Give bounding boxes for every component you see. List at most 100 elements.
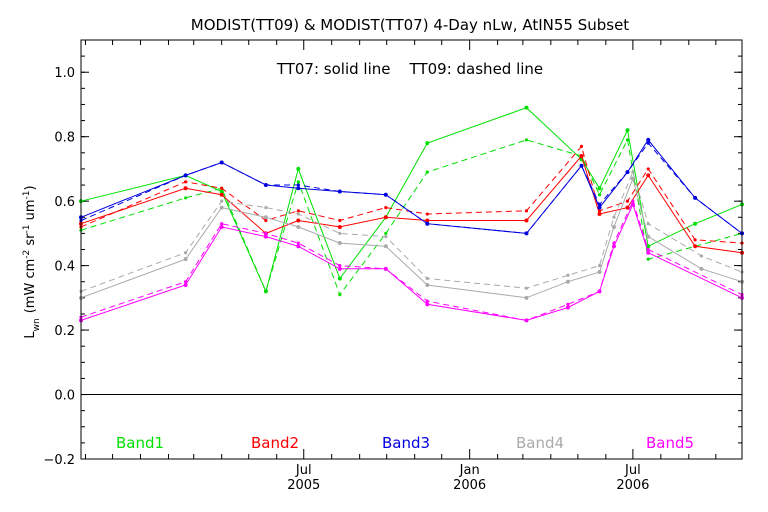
- band4-tt07-point: [646, 234, 651, 239]
- band5-tt09-point: [566, 302, 570, 306]
- band4-tt07-point: [611, 224, 616, 229]
- band3-tt09-point: [338, 189, 342, 194]
- y-tick-label: −0.2: [43, 453, 75, 468]
- band4-tt09-dashed-line: [80, 170, 743, 292]
- band3-tt09-point: [597, 202, 602, 206]
- band1-tt09-point: [296, 180, 300, 184]
- band5-tt09-point: [264, 231, 268, 235]
- x-tick-label-month: Jan: [459, 463, 480, 478]
- band3-tt09-point: [184, 173, 188, 177]
- band4-tt09-point: [220, 199, 224, 203]
- y-axis-title-sup2: -1: [22, 225, 32, 234]
- band4-tt07-point: [296, 224, 301, 229]
- band3-tt07-point: [597, 205, 602, 210]
- band2-tt09-point: [597, 209, 602, 213]
- band2-tt07-point: [383, 215, 388, 220]
- band2-tt07-point: [579, 154, 584, 159]
- band5-tt07-point: [183, 282, 188, 287]
- band5-tt09-point: [384, 267, 388, 271]
- chart-title: MODIST(TT09) & MODIST(TT07) 4-Day nLw, A…: [191, 16, 630, 34]
- band1-tt09-point: [425, 170, 429, 174]
- band4-tt07-point: [524, 295, 529, 300]
- legend-band5: Band5: [646, 434, 694, 452]
- band5-tt09-point: [597, 289, 602, 293]
- band4-tt09-point: [597, 264, 602, 268]
- band4-tt09-point: [264, 206, 268, 210]
- x-tick-label-year: 2006: [616, 478, 649, 493]
- band3-tt09-point: [579, 164, 584, 168]
- band5-tt07-point: [565, 305, 570, 310]
- band1-tt07-point: [646, 244, 651, 249]
- band2-tt07-point: [337, 224, 342, 229]
- band5-tt07-point: [425, 302, 430, 307]
- band4-tt09-point: [631, 170, 635, 174]
- x-tick-label-year: 2006: [453, 478, 486, 493]
- band3-tt09-point: [625, 170, 630, 174]
- band5-tt07-point: [296, 244, 301, 249]
- band5-tt07-point: [263, 234, 268, 239]
- band1-tt09-point: [184, 196, 188, 200]
- band5-tt09-point: [338, 264, 342, 268]
- y-tick-label: 0.4: [54, 260, 75, 275]
- band1-tt09-point: [597, 193, 602, 197]
- band1-tt07-point: [337, 276, 342, 281]
- band5-tt09-point: [184, 280, 188, 284]
- band5-tt09-point: [524, 318, 529, 323]
- legend-band1: Band1: [116, 434, 164, 452]
- band2-tt09-point: [524, 209, 529, 213]
- y-tick-label: 0.2: [54, 324, 75, 339]
- band1-tt09-point: [338, 293, 342, 297]
- y-axis-title-sub: wn: [32, 318, 42, 331]
- band5-tt07-point: [219, 224, 224, 229]
- y-tick-label: 1.0: [54, 66, 75, 81]
- band2-tt09-point: [625, 199, 630, 203]
- band4-tt07-point: [699, 266, 704, 271]
- band5-tt09-point: [425, 299, 429, 303]
- band5-tt09-point: [220, 222, 224, 226]
- band1-tt07-point: [597, 186, 602, 191]
- band3-tt09-dashed-line: [80, 142, 743, 234]
- legend-band2: Band2: [251, 434, 299, 452]
- band2-tt09-point: [220, 186, 224, 190]
- x-tick-label-year: 2005: [287, 478, 320, 493]
- band5-tt07-point: [630, 202, 635, 207]
- band2-tt09-point: [338, 218, 342, 223]
- band3-tt09-point: [296, 183, 300, 187]
- y-axis-title-units: (mW cm: [23, 259, 38, 314]
- band3-tt09-point: [264, 183, 268, 187]
- band2-tt07-point: [625, 205, 630, 210]
- band2-tt07-point: [524, 218, 529, 223]
- band2-tt09-point: [646, 167, 650, 171]
- band1-tt07-point: [296, 166, 301, 171]
- band2-tt07-point: [296, 218, 301, 223]
- y-tick-label: 0.0: [54, 389, 75, 404]
- y-axis-title: Lwn(mW cm-2 sr-1 um-1): [22, 185, 42, 338]
- plot-frame: [80, 39, 743, 460]
- band5-tt09-point: [296, 241, 300, 245]
- band1-tt07-point: [219, 189, 224, 194]
- band3-tt09-point: [524, 231, 529, 235]
- band3-tt09-point: [220, 160, 224, 165]
- band2-tt09-point: [184, 180, 188, 184]
- band1-tt07-point: [625, 128, 630, 133]
- svg-text:Lwn(mW cm-2 sr-1 um-1): Lwn(mW cm-2 sr-1 um-1): [22, 185, 42, 338]
- band2-tt09-point: [425, 212, 429, 216]
- band5-tt07-point: [337, 266, 342, 271]
- band4-tt07-point: [630, 176, 635, 181]
- band2-tt09-dashed-line: [80, 145, 743, 244]
- x-tick-label-month: Jul: [624, 463, 641, 478]
- legend-band3: Band3: [382, 434, 430, 452]
- band4-tt09-point: [296, 212, 300, 216]
- band4-tt09-point: [566, 273, 570, 277]
- y-axis-title-close: ): [23, 185, 38, 190]
- y-axis-title-units-mid: sr: [23, 233, 38, 250]
- band4-tt09-point: [184, 251, 188, 255]
- band1-tt09-point: [264, 289, 268, 293]
- band4-tt09-point: [612, 215, 616, 219]
- band2-tt09-point: [384, 206, 388, 210]
- band3-tt07-point: [296, 186, 301, 191]
- band1-tt09-point: [646, 257, 650, 261]
- band3-tt09-point: [646, 141, 650, 145]
- band5-tt09-point: [631, 199, 635, 203]
